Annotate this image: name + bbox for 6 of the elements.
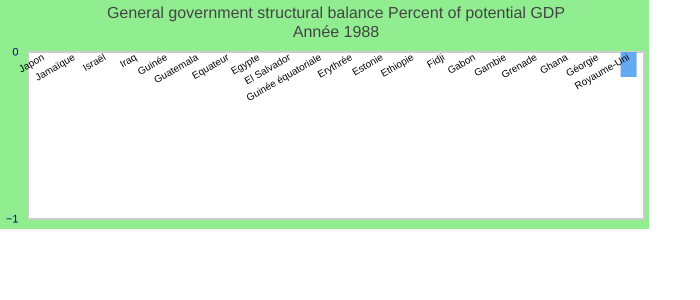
y-tick-label: 0 [12, 46, 18, 58]
chart-title: General government structural balance Percent of potential GDP [106, 5, 566, 22]
x-tick-label: Fidji [425, 52, 447, 71]
x-tick-label: Iraq [118, 52, 139, 70]
y-tick-label: −1 [6, 214, 18, 226]
chart-subtitle: Année 1988 [292, 24, 380, 41]
